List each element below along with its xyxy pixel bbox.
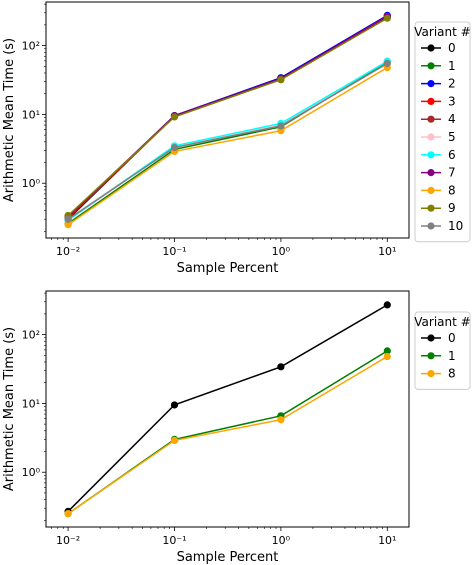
x-tick-label: 10¹ xyxy=(378,245,396,258)
y-axis-label: Arithmetic Mean Time (s) xyxy=(2,327,17,491)
legend-marker xyxy=(427,115,435,123)
legend-box xyxy=(414,311,471,390)
legend-box xyxy=(414,21,471,243)
legend-entry-2: 2 xyxy=(448,77,456,91)
y-tick-label: 10⁰ xyxy=(22,177,41,190)
data-point-0 xyxy=(383,301,391,309)
legend-title: Variant # xyxy=(414,25,470,39)
legend-entry-1: 1 xyxy=(448,59,456,73)
data-point-9 xyxy=(277,76,285,84)
legend-marker xyxy=(427,151,435,159)
legend-marker xyxy=(427,334,435,342)
x-tick-label: 10¹ xyxy=(378,534,396,547)
y-axis: 10⁰ 10¹ 10² xyxy=(22,40,46,190)
legend-marker xyxy=(427,169,435,177)
x-axis: 10⁻² 10⁻¹ 10⁰ 10¹ xyxy=(56,527,396,547)
legend-marker xyxy=(427,44,435,52)
legend-entry-0: 0 xyxy=(448,41,456,55)
data-point-9 xyxy=(170,113,179,121)
y-tick-label: 10² xyxy=(22,40,40,53)
legend-marker xyxy=(427,222,435,230)
plot-frame xyxy=(45,290,410,528)
legend-entry-1: 1 xyxy=(448,349,456,363)
data-point-9 xyxy=(383,14,391,22)
series-line-8 xyxy=(67,355,388,515)
x-tick-label: 10⁻² xyxy=(56,245,80,258)
chart-panel-2: 10⁻² 10⁻¹ 10⁰ 10¹ 10⁰ 10¹ 10² Sample Percent Ari… xyxy=(2,290,471,565)
y-tick-label: 10² xyxy=(22,329,40,342)
data-point-8 xyxy=(383,352,391,361)
legend-entry-4: 4 xyxy=(448,112,456,126)
x-tick-label: 10⁻¹ xyxy=(162,245,186,258)
series-line-10 xyxy=(67,62,388,220)
legend-marker xyxy=(427,370,435,378)
x-axis-label: Sample Percent xyxy=(177,261,279,276)
data-point-0 xyxy=(170,401,179,409)
y-axis-label: Arithmetic Mean Time (s) xyxy=(2,38,17,202)
legend-entry-5: 5 xyxy=(448,130,456,144)
legend-marker xyxy=(427,133,435,141)
legend-marker xyxy=(427,352,435,360)
legend-marker xyxy=(427,62,435,70)
legend-entry-9: 9 xyxy=(448,201,456,215)
x-tick-label: 10⁰ xyxy=(272,245,291,258)
x-axis: 10⁻² 10⁻¹ 10⁰ 10¹ xyxy=(56,238,396,258)
series-line-9 xyxy=(67,17,388,217)
series-line-8 xyxy=(67,66,388,226)
data-point-10 xyxy=(277,122,285,130)
legend-marker xyxy=(427,186,435,194)
data-point-10 xyxy=(64,215,72,223)
data-point-10 xyxy=(383,59,391,68)
series-line-1 xyxy=(67,350,388,515)
series-line-0 xyxy=(67,304,388,512)
legend-title: Variant # xyxy=(414,315,470,329)
legend-entry-8: 8 xyxy=(448,183,456,197)
legend-marker xyxy=(427,80,435,88)
x-tick-label: 10⁻² xyxy=(56,534,80,547)
legend-entry-7: 7 xyxy=(448,166,456,180)
data-point-8 xyxy=(170,436,179,445)
y-tick-label: 10⁰ xyxy=(22,466,41,479)
x-tick-label: 10⁻¹ xyxy=(162,534,186,547)
legend-marker xyxy=(427,204,435,212)
series-group xyxy=(64,301,391,518)
legend-entry-8: 8 xyxy=(448,367,456,381)
legend: Variant # 0 1 8 xyxy=(414,311,471,390)
data-point-0 xyxy=(277,363,285,371)
chart-panel-1: 10⁻² 10⁻¹ 10⁰ 10¹ 10⁰ 10¹ 10² Sample Percent Ari… xyxy=(2,1,471,276)
data-point-8 xyxy=(64,510,72,518)
legend-entry-0: 0 xyxy=(448,331,456,345)
data-point-8 xyxy=(277,416,285,424)
y-tick-label: 10¹ xyxy=(22,108,40,121)
plot-frame xyxy=(45,1,410,239)
series-line-1 xyxy=(67,61,388,225)
x-axis-label: Sample Percent xyxy=(177,550,279,565)
legend-entry-6: 6 xyxy=(448,148,456,162)
y-axis: 10⁰ 10¹ 10² xyxy=(22,329,46,479)
legend-entry-10: 10 xyxy=(448,219,463,233)
data-point-1 xyxy=(383,347,391,355)
series-group xyxy=(64,11,391,229)
data-point-10 xyxy=(170,143,179,152)
legend-marker xyxy=(427,97,435,105)
legend-entry-3: 3 xyxy=(448,94,456,108)
legend: Variant # 0 1 2 3 4 5 6 7 8 9 10 xyxy=(414,21,471,243)
data-point-8 xyxy=(64,221,72,229)
y-tick-label: 10¹ xyxy=(22,397,40,410)
x-tick-label: 10⁰ xyxy=(272,534,291,547)
